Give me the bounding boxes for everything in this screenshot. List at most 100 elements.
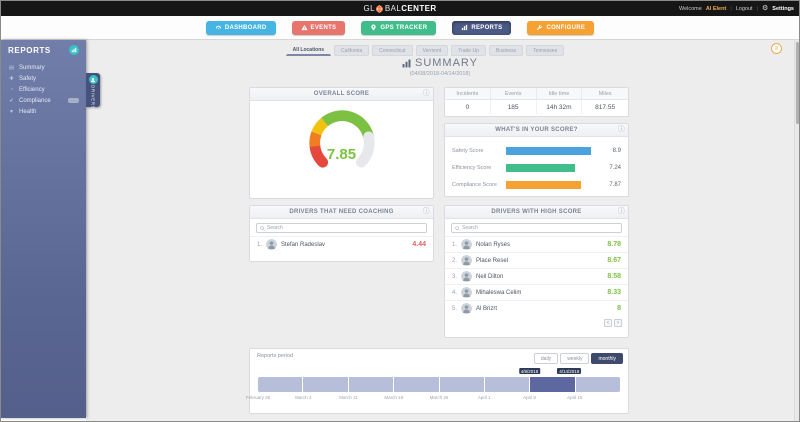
stat-label-incidents: Incidents <box>445 88 491 100</box>
sidebar-title-row: REPORTS <box>1 40 86 62</box>
period-segment-0[interactable] <box>258 377 304 392</box>
sidebar-item-safety[interactable]: ✚ Safety <box>9 75 37 82</box>
stat-label-miles: Miles <box>582 88 628 100</box>
nav-button-reports[interactable]: REPORTS <box>452 20 512 35</box>
info-icon[interactable]: ⓘ <box>617 208 625 215</box>
safety-icon: ✚ <box>9 75 14 82</box>
coaching-list: 1. Stefan Radeslav 4.44 <box>250 236 433 252</box>
health-icon: ♥ <box>9 108 14 115</box>
period-buttons: daily weekly monthly <box>533 353 623 364</box>
quick-menu-button[interactable]: ≡ <box>771 43 782 54</box>
location-tab-all-locations[interactable]: All Locations <box>285 44 332 56</box>
high-score-card: DRIVERS WITH HIGH SCORE ⓘ 1.Nolan Ryses8… <box>444 205 629 338</box>
period-monthly-button[interactable]: monthly <box>591 353 623 364</box>
period-axis: February 25 March 4 March 11 March 18 March … <box>246 395 620 403</box>
high-score-search-input[interactable] <box>462 225 618 231</box>
period-segment-2[interactable] <box>348 377 395 392</box>
reports-icon <box>461 24 468 31</box>
driver-row-place-resel[interactable]: 2. Place Resel 8.67 <box>445 252 628 268</box>
gauge-svg <box>308 110 375 168</box>
topbar: GL BAL CENTER Welcome Al Elent | Logout |… <box>1 1 799 16</box>
main-content: All Locations California Connecticut Vermon… <box>86 40 794 421</box>
sidebar-title: REPORTS <box>8 45 51 55</box>
sidebar-item-compliance[interactable]: ✔ Compliance <box>1 95 86 106</box>
summary-chart-icon <box>402 59 411 67</box>
username: Al Elent <box>705 5 727 12</box>
coaching-search-box <box>256 223 427 233</box>
location-tab-vermont[interactable]: Vermont <box>415 45 449 56</box>
period-timeline <box>258 377 620 392</box>
driver-avatar <box>461 239 472 250</box>
scrollbar-thumb[interactable] <box>796 42 799 124</box>
axis-label-march-25: March 25 <box>429 395 449 400</box>
bar-fill <box>506 146 591 155</box>
location-tabs: All Locations California Connecticut Vermon… <box>86 44 764 56</box>
location-tab-trade-up[interactable]: Trade Up <box>451 45 486 56</box>
period-segment-4[interactable] <box>439 377 485 392</box>
driver-row-mihaleswa-celim[interactable]: 4. Mihaleswa Celim 8.33 <box>445 284 628 300</box>
nav-button-dashboard[interactable]: DASHBOARD <box>205 20 276 35</box>
period-tags: 4/8/2018 4/14/2018 <box>258 368 620 376</box>
driver-row-al-brizrt[interactable]: 5. Al Brizrt 8 <box>445 300 628 316</box>
location-tab-business[interactable]: Business <box>488 45 524 56</box>
summary-icon: ▤ <box>8 64 15 71</box>
info-icon[interactable]: ⓘ <box>422 208 430 215</box>
page-prev-button[interactable]: ‹ <box>604 319 612 327</box>
settings-link[interactable]: Settings <box>772 5 794 12</box>
high-score-search-row <box>445 219 628 236</box>
vertical-scrollbar[interactable] <box>794 40 799 421</box>
period-weekly-button[interactable]: weekly <box>560 353 590 364</box>
nav-button-events[interactable]: EVENTS <box>291 20 346 35</box>
axis-label-april-1: April 1 <box>477 395 491 400</box>
sidebar-item-efficiency[interactable]: ◔ Efficiency <box>9 86 45 93</box>
app-logo: GL BAL CENTER <box>363 1 436 16</box>
reports-period-title: Reports period <box>257 353 294 359</box>
high-score-list: 1. Nolan Ryses 8.78 2. Place Resel 8.67 3. Neil… <box>445 236 628 316</box>
location-tab-connecticut[interactable]: Connecticut <box>372 45 413 56</box>
configure-icon <box>536 24 543 31</box>
drivers-icon <box>88 75 98 84</box>
stat-label-idle-time: Idle time <box>536 88 583 100</box>
info-icon[interactable]: ⓘ <box>617 126 625 133</box>
stat-value-incidents: 0 <box>445 100 491 114</box>
sidebar-item-summary[interactable]: ▤ Summary <box>8 64 45 71</box>
date-range: (04/08/2018-04/14/2018) <box>409 71 471 77</box>
reports-period-card: Reports period daily weekly monthly 4/8/20… <box>246 348 629 414</box>
stat-value-events: 185 <box>491 100 537 114</box>
stat-value-miles: 817.55 <box>595 103 616 111</box>
bar-fill <box>506 180 581 189</box>
driver-row-nolan-ryses[interactable]: 1. Nolan Ryses 8.78 <box>445 236 628 252</box>
driver-avatar <box>461 255 472 266</box>
driver-row-stefan-radeslav[interactable]: 1. Stefan Radeslav 4.44 <box>250 236 433 252</box>
period-segment-7[interactable] <box>575 377 620 392</box>
axis-label-march-4: March 4 <box>295 395 312 400</box>
nav-button-gps-tracker[interactable]: GPS TRACKER <box>361 20 437 35</box>
coaching-card: DRIVERS THAT NEED COACHING ⓘ 1.Stefan Ra… <box>249 205 434 262</box>
drivers-flyout-tab[interactable]: DRIVERS <box>86 73 100 109</box>
location-tab-tennessee[interactable]: Tennessee <box>526 45 565 56</box>
score-breakdown-card: WHAT'S IN YOUR SCORE? ⓘ Safety Score 8.9 E… <box>444 123 629 197</box>
period-daily-button[interactable]: daily <box>533 353 559 364</box>
score-breakdown-header: WHAT'S IN YOUR SCORE? ⓘ <box>445 124 628 137</box>
coaching-search-input[interactable] <box>267 225 423 231</box>
sidebar-menu: ▤ Summary ✚ Safety ◔ Efficiency ✔ Compliance ♥ He… <box>1 62 86 117</box>
period-segment-1[interactable] <box>303 377 349 392</box>
bar-fill <box>506 163 575 172</box>
axis-label-march-11: March 11 <box>339 395 358 400</box>
location-tab-california[interactable]: California <box>334 45 370 56</box>
logo-text-left: GL <box>363 4 375 13</box>
driver-avatar <box>461 303 472 314</box>
sidebar-item-health[interactable]: ♥ Health <box>9 108 37 115</box>
coaching-search-row <box>250 219 433 236</box>
sidebar-item-badge <box>68 98 79 103</box>
nav-button-configure[interactable]: CONFIGURE <box>527 20 595 35</box>
info-icon[interactable]: ⓘ <box>422 90 430 97</box>
period-segment-3[interactable] <box>394 377 440 392</box>
period-segment-6[interactable] <box>530 377 576 392</box>
period-segment-5[interactable] <box>484 377 531 392</box>
search-icon <box>455 225 460 231</box>
logout-link[interactable]: Logout <box>735 5 753 12</box>
page-next-button[interactable]: › <box>614 319 622 327</box>
driver-row-neil-dilton[interactable]: 3. Neil Dilton 8.58 <box>445 268 628 284</box>
